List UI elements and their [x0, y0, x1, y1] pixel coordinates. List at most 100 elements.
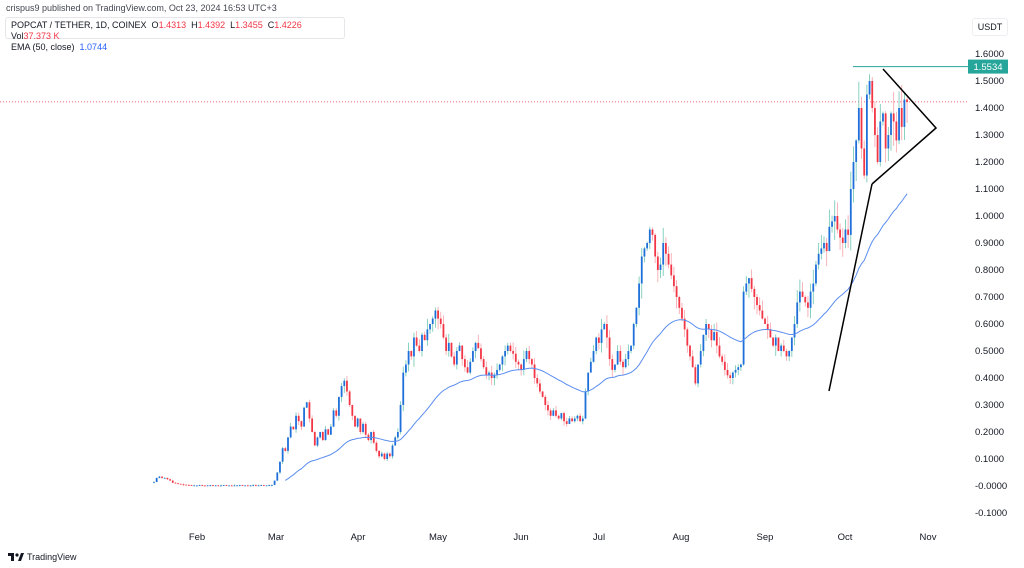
candle-body	[780, 345, 783, 351]
candle-body	[171, 480, 174, 483]
candle-body	[410, 351, 413, 357]
candle	[254, 484, 257, 487]
candle	[332, 408, 335, 428]
candle	[839, 223, 841, 250]
candle-body	[493, 375, 496, 378]
candle	[533, 358, 536, 384]
candle-body	[648, 229, 651, 243]
candle	[271, 484, 273, 487]
candle	[871, 77, 874, 113]
candle-body	[745, 283, 748, 292]
candle-body	[812, 283, 815, 292]
candle-body	[627, 351, 630, 360]
candle	[530, 358, 533, 368]
candle	[354, 415, 356, 427]
resistance-price-label: 1.5534	[968, 59, 1008, 74]
candle-body	[496, 369, 498, 376]
candle-body	[565, 421, 568, 424]
candle	[388, 452, 391, 459]
candle-body	[828, 226, 831, 252]
candle-body	[798, 291, 801, 303]
candle-body	[630, 345, 632, 351]
candle-body	[683, 318, 686, 330]
candle	[439, 311, 442, 329]
candle-body	[335, 410, 338, 416]
candle	[421, 332, 423, 357]
candle-body	[155, 477, 158, 482]
candle	[541, 390, 544, 398]
candle	[204, 485, 206, 487]
candle	[407, 342, 410, 372]
candle	[691, 350, 694, 368]
candle	[517, 359, 520, 370]
candle-body	[447, 342, 450, 351]
candle-body	[383, 453, 386, 459]
candle-body	[606, 324, 608, 338]
candle-body	[568, 418, 571, 424]
candle	[445, 334, 448, 355]
x-tick-label: Nov	[920, 532, 937, 543]
candle	[823, 236, 825, 253]
candle-body	[900, 108, 903, 127]
candle-body	[297, 415, 300, 422]
candle	[831, 215, 833, 233]
candle-body	[895, 121, 898, 141]
candle-body	[214, 485, 217, 487]
candle-body	[587, 372, 590, 392]
candle-body	[544, 396, 547, 405]
candle-body	[458, 345, 461, 351]
y-tick-label: 0.3000	[975, 400, 1004, 411]
candle-body	[289, 426, 292, 438]
candle	[640, 248, 643, 299]
candle	[268, 484, 271, 487]
candle	[396, 428, 399, 440]
candle-body	[584, 391, 587, 419]
candle-body	[766, 324, 769, 330]
candle-body	[413, 337, 415, 357]
candle-body	[477, 342, 480, 349]
candle	[501, 355, 504, 372]
candle-body	[592, 351, 595, 362]
open-value: 1.4313	[158, 20, 187, 30]
candle-body	[257, 485, 260, 487]
candle	[463, 355, 466, 372]
candle	[391, 443, 394, 459]
candle	[461, 345, 464, 366]
currency-button[interactable]: USDT	[972, 18, 1008, 36]
candle-body	[228, 485, 230, 487]
candle-body	[884, 113, 887, 149]
candle	[201, 484, 204, 486]
candle	[289, 422, 292, 439]
candle-body	[855, 140, 858, 162]
trendline-flagpole	[828, 183, 873, 392]
candle-body	[254, 485, 257, 486]
candle	[662, 227, 665, 277]
candle-body	[898, 108, 900, 141]
candle-body	[498, 364, 501, 370]
candle	[316, 436, 319, 448]
candle-body	[804, 297, 807, 303]
candle	[571, 416, 573, 422]
candle	[480, 343, 482, 362]
x-tick-label: May	[429, 532, 447, 543]
candle-body	[667, 253, 670, 265]
candle	[742, 286, 745, 366]
candle	[434, 307, 437, 328]
candle	[450, 342, 453, 358]
candle	[238, 484, 241, 487]
candle	[678, 295, 681, 314]
candle-body	[646, 243, 649, 249]
candle-body	[729, 375, 732, 378]
candle-body	[445, 337, 448, 351]
candle-body	[313, 432, 316, 446]
candle-body	[343, 380, 346, 387]
candle-body	[555, 410, 557, 416]
candle	[833, 200, 836, 241]
candle-body	[332, 410, 335, 427]
candle	[281, 446, 284, 465]
candle	[606, 315, 608, 348]
candle-body	[319, 432, 322, 438]
candle	[702, 334, 705, 357]
